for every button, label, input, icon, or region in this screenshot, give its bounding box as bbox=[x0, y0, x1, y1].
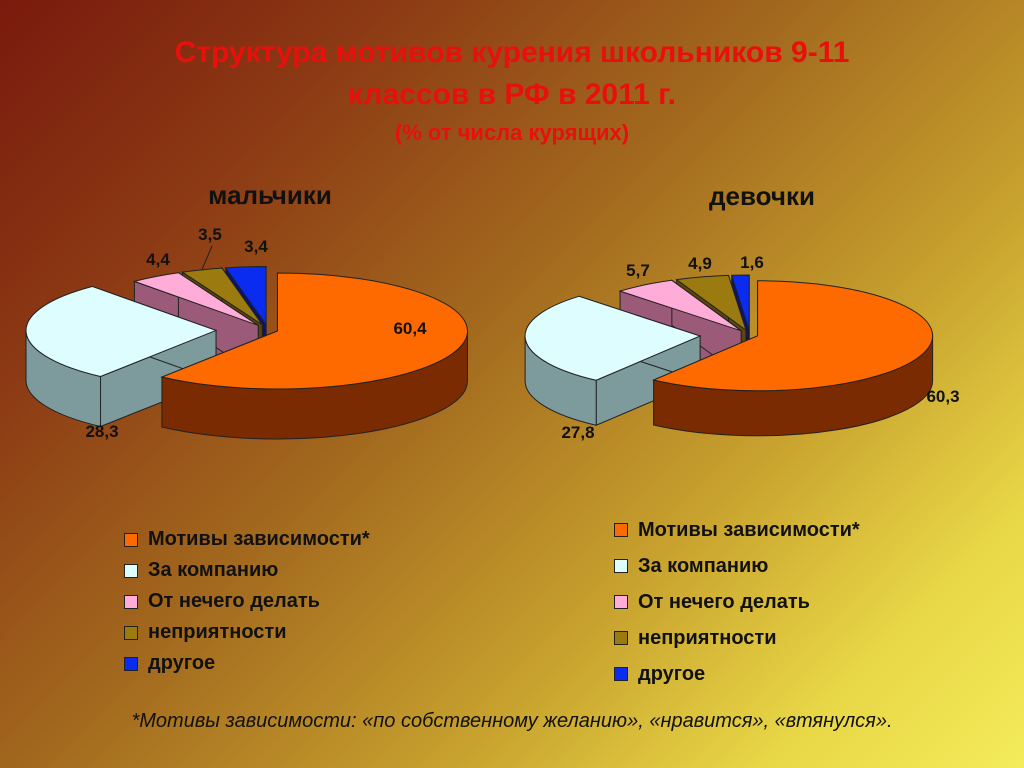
legend-item: другое bbox=[124, 648, 370, 679]
legend-label: От нечего делать bbox=[148, 590, 320, 612]
legend-item: неприятности bbox=[124, 617, 370, 648]
leader-line bbox=[201, 245, 213, 270]
legend-label: другое bbox=[638, 662, 706, 685]
pie-boys: мальчики 60,4 28,3 4,4 3,5 3,4 bbox=[25, 180, 468, 441]
legend-swatch bbox=[124, 625, 138, 640]
data-label: 27,8 bbox=[561, 423, 594, 442]
pie-title: девочки bbox=[709, 181, 815, 211]
legend-item: За компанию bbox=[124, 555, 370, 586]
data-label: 60,4 bbox=[393, 319, 427, 338]
data-label: 4,4 bbox=[146, 250, 170, 269]
legend-swatch bbox=[614, 595, 628, 609]
legend-swatch bbox=[614, 631, 628, 645]
legend-swatch bbox=[124, 563, 138, 578]
data-label: 3,4 bbox=[244, 237, 268, 256]
pie-slice bbox=[25, 285, 218, 428]
legend-label: Мотивы зависимости* bbox=[638, 518, 860, 541]
slide-title-line-2: классов в РФ в 2011 г. bbox=[348, 78, 676, 111]
legend-item: За компанию bbox=[614, 548, 860, 584]
legend-item: другое bbox=[614, 656, 860, 692]
pie-slice bbox=[524, 295, 702, 427]
legend-label: За компанию bbox=[638, 554, 769, 577]
legend-swatch bbox=[124, 532, 138, 547]
data-label: 1,6 bbox=[740, 253, 764, 272]
legend-swatch bbox=[124, 594, 138, 609]
legend-item: Мотивы зависимости* bbox=[614, 512, 860, 548]
data-label: 5,7 bbox=[626, 261, 650, 280]
pie-slice bbox=[160, 272, 468, 440]
footnote: *Мотивы зависимости: «по собственному же… bbox=[131, 710, 893, 732]
legend-item: неприятности bbox=[614, 620, 860, 656]
slide-title-line-1: Структура мотивов курения школьников 9-1… bbox=[174, 36, 850, 69]
legend-girls: Мотивы зависимости* За компанию От нечего … bbox=[614, 512, 860, 692]
data-label: 60,3 bbox=[926, 387, 959, 406]
slide-subtitle: (% от числа курящих) bbox=[394, 120, 630, 145]
legend-swatch bbox=[614, 523, 628, 537]
legend-label: Мотивы зависимости* bbox=[148, 528, 370, 550]
legend-item: От нечего делать bbox=[614, 584, 860, 620]
data-label: 28,3 bbox=[85, 422, 118, 441]
legend-swatch bbox=[614, 667, 628, 681]
legend-label: другое bbox=[148, 652, 216, 674]
legend-label: неприятности bbox=[148, 621, 287, 643]
data-label: 4,9 bbox=[688, 254, 712, 273]
legend-swatch bbox=[124, 656, 138, 671]
legend-swatch bbox=[614, 559, 628, 573]
legend-item: От нечего делать bbox=[124, 586, 370, 617]
pie-title: мальчики bbox=[208, 180, 332, 210]
pie-girls: девочки 60,3 27,8 5,7 4,9 1,6 bbox=[524, 181, 960, 442]
data-label: 3,5 bbox=[198, 225, 222, 244]
legend-item: Мотивы зависимости* bbox=[124, 524, 370, 555]
legend-boys: Мотивы зависимости* За компанию От нечего … bbox=[124, 524, 370, 679]
pie-slice bbox=[652, 280, 934, 437]
legend-label: От нечего делать bbox=[638, 590, 810, 613]
legend-label: неприятности bbox=[638, 626, 777, 649]
legend-label: За компанию bbox=[148, 559, 279, 581]
